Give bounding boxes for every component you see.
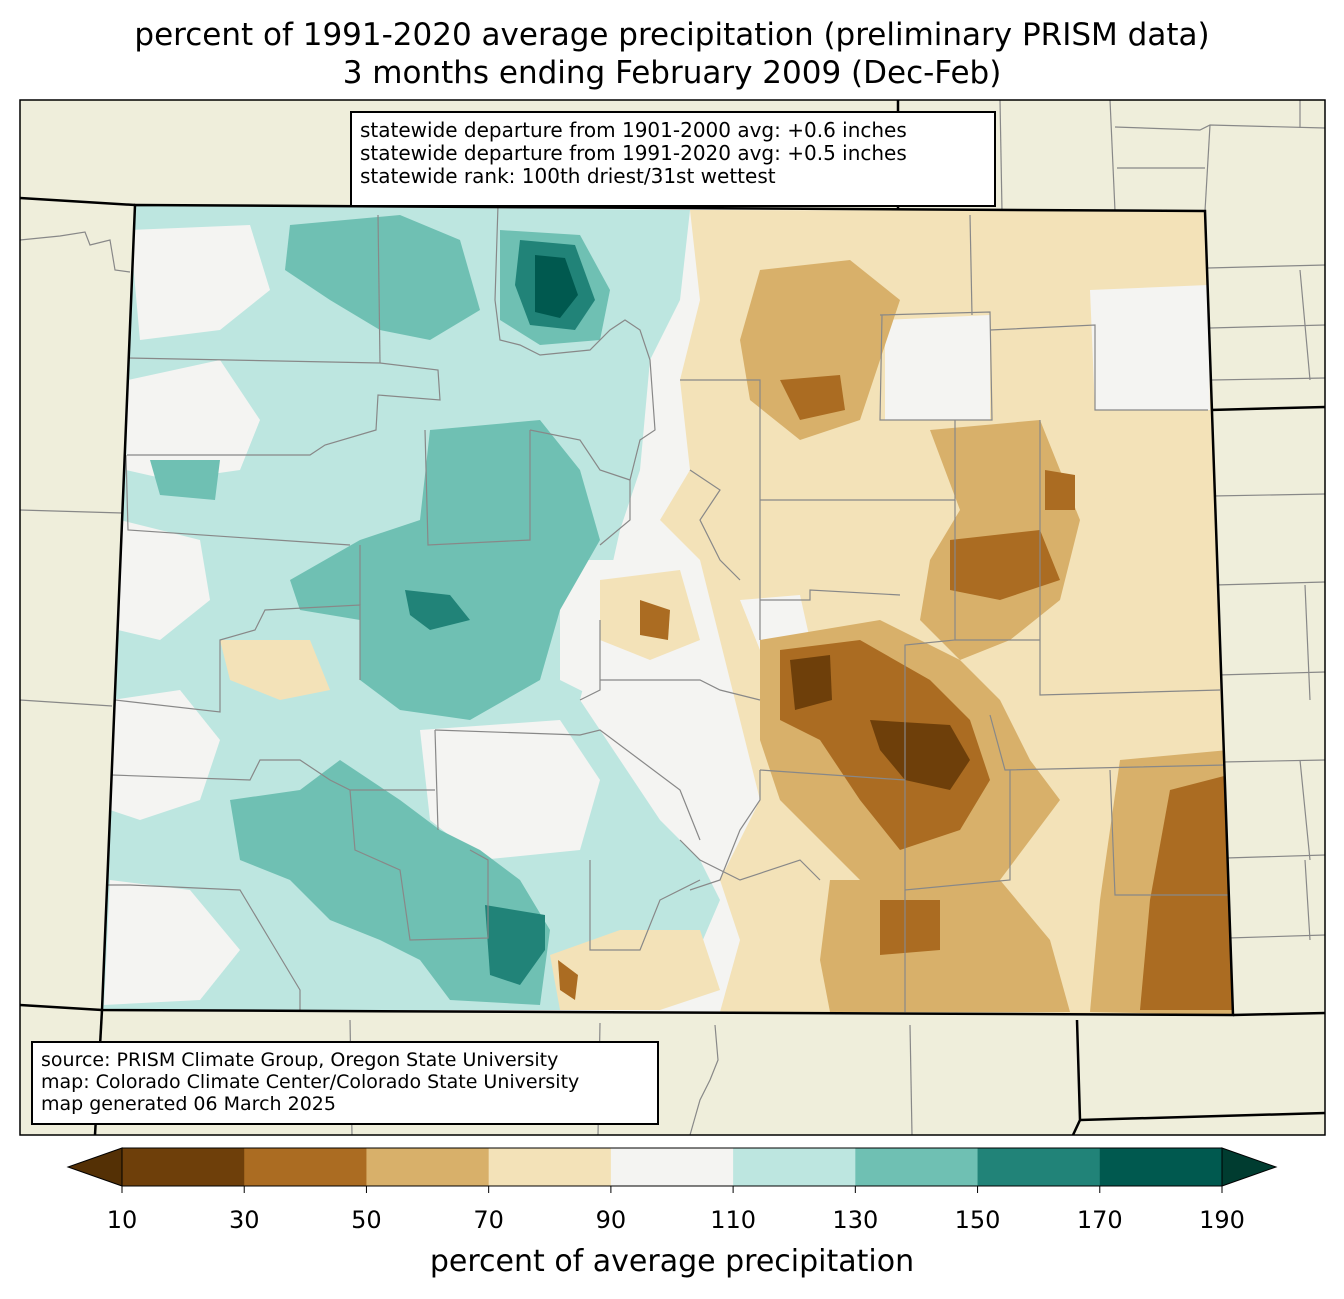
stats-departure-1901-2000: statewide departure from 1901-2000 avg: … <box>360 118 907 142</box>
colorbar-tick-label: 50 <box>351 1206 382 1234</box>
colorbar-tick-label: 70 <box>473 1206 504 1234</box>
colorbar-outline <box>121 1147 1223 1187</box>
colorado-border <box>100 203 1235 1017</box>
source-credits-box: source: PRISM Climate Group, Oregon Stat… <box>31 1041 659 1125</box>
colorbar-tick-label: 90 <box>595 1206 627 1234</box>
colorbar-label: percent of average precipitation <box>429 1244 915 1279</box>
colorbar-segment <box>1099 1148 1223 1186</box>
colorbar-under-arrow <box>66 1147 123 1187</box>
colorbar-tick-label: 10 <box>106 1206 138 1234</box>
colorbar-tick-label: 130 <box>832 1206 879 1234</box>
precipitation-field <box>102 205 1233 1015</box>
colorbar <box>66 1147 1278 1193</box>
colorbar-over-arrow <box>1221 1147 1278 1187</box>
colorbar-segment <box>977 1148 1101 1186</box>
stats-rank: statewide rank: 100th driest/31st wettes… <box>360 164 776 188</box>
colorbar-tick-label: 170 <box>1076 1206 1123 1234</box>
map-title: percent of 1991-2020 average precipitati… <box>134 17 1210 53</box>
map-subtitle: 3 months ending February 2009 (Dec-Feb) <box>342 55 1002 91</box>
colorbar-segment <box>488 1148 612 1186</box>
generated-date-line: map generated 06 March 2025 <box>41 1093 336 1115</box>
colorbar-tick-label: 30 <box>228 1206 260 1234</box>
colorbar-tick-label: 190 <box>1199 1206 1245 1234</box>
colorbar-segment <box>366 1148 490 1186</box>
colorbar-segment <box>855 1148 979 1186</box>
colorbar-segment <box>244 1148 367 1186</box>
neighbor-state-borders <box>20 100 1325 1135</box>
statewide-stats-box: statewide departure from 1901-2000 avg: … <box>350 111 996 207</box>
map-credit-line: map: Colorado Climate Center/Colorado St… <box>41 1071 580 1093</box>
colorbar-tick-label: 110 <box>710 1206 757 1234</box>
colorbar-segment <box>610 1148 734 1186</box>
colorbar-segment <box>122 1148 245 1186</box>
colorbar-segment <box>733 1148 856 1186</box>
source-line: source: PRISM Climate Group, Oregon Stat… <box>41 1049 559 1071</box>
stats-departure-1991-2020: statewide departure from 1991-2020 avg: … <box>360 141 907 165</box>
colorbar-tick-label: 150 <box>954 1206 1001 1234</box>
